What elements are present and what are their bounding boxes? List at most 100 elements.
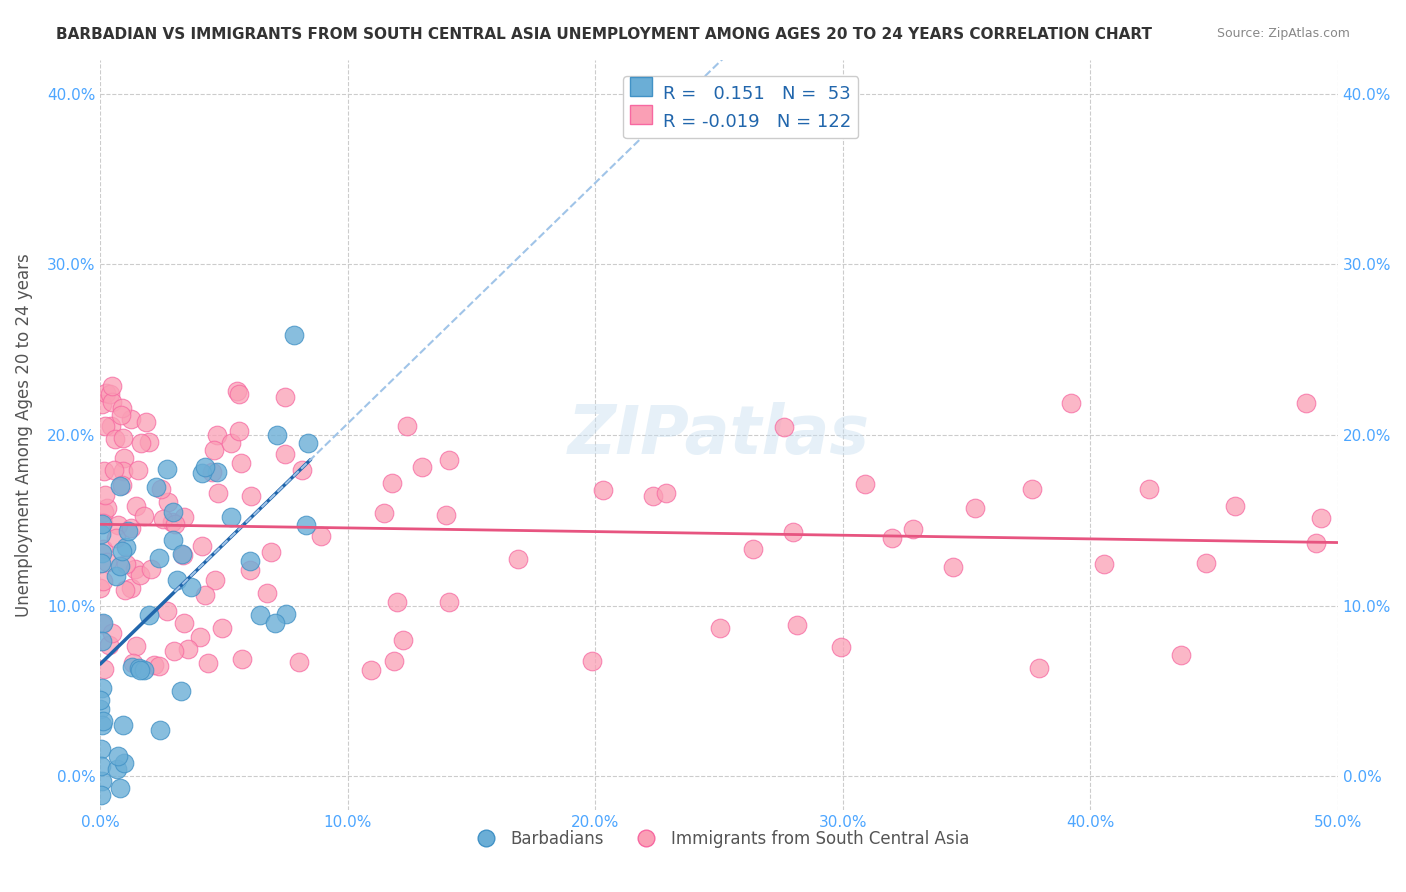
Barbadians [190,466,212,480]
Immigrants from South Central Asia [96,555,118,569]
Barbadians [149,723,172,737]
Barbadians [89,693,111,707]
Barbadians [108,558,131,573]
Barbadians [91,681,114,695]
Barbadians [107,749,129,764]
Text: ZIPatlas: ZIPatlas [568,402,870,468]
Y-axis label: Unemployment Among Ages 20 to 24 years: Unemployment Among Ages 20 to 24 years [15,253,32,617]
Immigrants from South Central Asia [385,595,408,609]
Immigrants from South Central Asia [190,630,212,644]
Immigrants from South Central Asia [1305,536,1327,550]
Barbadians [132,663,155,677]
Immigrants from South Central Asia [643,489,665,503]
Immigrants from South Central Asia [1092,557,1115,571]
Barbadians [117,524,139,538]
Text: Source: ZipAtlas.com: Source: ZipAtlas.com [1216,27,1350,40]
Barbadians [274,607,297,622]
Immigrants from South Central Asia [211,621,233,635]
Immigrants from South Central Asia [120,521,142,535]
Barbadians [108,479,131,493]
Barbadians [90,788,112,802]
Immigrants from South Central Asia [231,651,253,665]
Barbadians [91,616,114,631]
Barbadians [91,546,114,560]
Immigrants from South Central Asia [120,581,142,595]
Immigrants from South Central Asia [309,529,332,543]
Immigrants from South Central Asia [110,408,132,422]
Immigrants from South Central Asia [152,512,174,526]
Immigrants from South Central Asia [101,394,124,409]
Immigrants from South Central Asia [112,451,135,466]
Immigrants from South Central Asia [121,656,143,670]
Immigrants from South Central Asia [177,641,200,656]
Immigrants from South Central Asia [396,418,419,433]
Immigrants from South Central Asia [191,539,214,553]
Immigrants from South Central Asia [204,573,226,587]
Barbadians [90,556,112,570]
Immigrants from South Central Asia [231,456,253,470]
Immigrants from South Central Asia [880,531,903,545]
Immigrants from South Central Asia [100,386,122,401]
Barbadians [128,663,150,677]
Immigrants from South Central Asia [1059,396,1081,410]
Immigrants from South Central Asia [360,663,382,677]
Immigrants from South Central Asia [132,509,155,524]
Immigrants from South Central Asia [93,516,115,530]
Immigrants from South Central Asia [125,639,148,653]
Immigrants from South Central Asia [392,633,415,648]
Barbadians [91,633,114,648]
Barbadians [91,517,114,532]
Immigrants from South Central Asia [201,465,224,479]
Immigrants from South Central Asia [773,419,796,434]
Immigrants from South Central Asia [1028,661,1050,675]
Barbadians [128,661,150,675]
Immigrants from South Central Asia [110,401,132,416]
Immigrants from South Central Asia [381,475,404,490]
Immigrants from South Central Asia [581,654,603,668]
Immigrants from South Central Asia [592,483,614,498]
Immigrants from South Central Asia [96,500,118,515]
Immigrants from South Central Asia [93,662,115,676]
Barbadians [179,580,201,594]
Immigrants from South Central Asia [135,415,157,429]
Immigrants from South Central Asia [290,463,312,477]
Immigrants from South Central Asia [437,594,460,608]
Immigrants from South Central Asia [228,387,250,401]
Barbadians [90,758,112,772]
Barbadians [89,702,111,716]
Immigrants from South Central Asia [110,478,132,492]
Immigrants from South Central Asia [709,621,731,635]
Immigrants from South Central Asia [141,562,163,576]
Immigrants from South Central Asia [129,435,152,450]
Immigrants from South Central Asia [100,418,122,433]
Immigrants from South Central Asia [173,616,195,631]
Immigrants from South Central Asia [173,509,195,524]
Barbadians [295,517,318,532]
Barbadians [105,763,128,777]
Barbadians [162,533,184,547]
Immigrants from South Central Asia [382,654,405,668]
Barbadians [283,327,305,342]
Immigrants from South Central Asia [830,640,852,654]
Immigrants from South Central Asia [163,644,186,658]
Immigrants from South Central Asia [101,625,124,640]
Barbadians [239,554,262,568]
Immigrants from South Central Asia [239,564,262,578]
Immigrants from South Central Asia [273,447,295,461]
Immigrants from South Central Asia [90,397,112,411]
Immigrants from South Central Asia [127,463,149,477]
Immigrants from South Central Asia [115,558,138,572]
Barbadians [121,660,143,674]
Immigrants from South Central Asia [91,574,114,589]
Barbadians [90,717,112,731]
Barbadians [145,480,167,494]
Immigrants from South Central Asia [101,379,124,393]
Immigrants from South Central Asia [942,559,965,574]
Immigrants from South Central Asia [94,488,117,502]
Text: BARBADIAN VS IMMIGRANTS FROM SOUTH CENTRAL ASIA UNEMPLOYMENT AMONG AGES 20 TO 24: BARBADIAN VS IMMIGRANTS FROM SOUTH CENTR… [56,27,1153,42]
Immigrants from South Central Asia [287,655,309,669]
Immigrants from South Central Asia [114,583,136,598]
Immigrants from South Central Asia [124,562,146,576]
Barbadians [108,780,131,795]
Immigrants from South Central Asia [93,465,115,479]
